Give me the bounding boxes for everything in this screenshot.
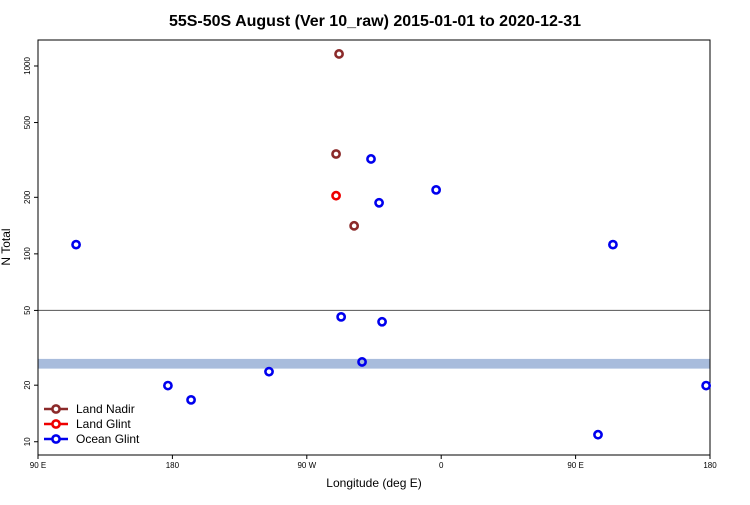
point (71, 239, 81, 250)
point (163, 380, 173, 391)
point (336, 311, 347, 322)
point (331, 149, 341, 159)
legend-label: Land Glint (76, 417, 131, 431)
point (374, 197, 384, 208)
point (334, 49, 344, 59)
plot-frame (37, 39, 711, 456)
x-tick-label: 90 W (297, 461, 316, 470)
point (701, 380, 712, 391)
point (186, 394, 196, 405)
legend-marker (51, 419, 61, 429)
x-tick-label: 0 (439, 461, 444, 470)
legend-label: Land Nadir (76, 402, 135, 416)
x-axis-label: Longitude (deg E) (326, 476, 421, 490)
y-tick-label: 200 (23, 190, 32, 204)
point (608, 239, 618, 250)
y-tick-label: 500 (23, 115, 32, 129)
x-tick-label: 180 (166, 461, 180, 470)
x-tick-label: 90 E (30, 461, 46, 470)
point (431, 184, 442, 195)
legend-marker (51, 404, 61, 414)
chart-title: 55S-50S August (Ver 10_raw) 2015-01-01 t… (169, 13, 581, 30)
y-axis-label: N Total (0, 228, 13, 265)
point (593, 429, 603, 440)
point (264, 366, 274, 377)
x-tick-label: 90 E (567, 461, 583, 470)
band (38, 358, 710, 369)
point (357, 357, 367, 367)
point (377, 316, 387, 327)
legend-marker (51, 434, 61, 444)
y-tick-label: 10 (23, 437, 32, 446)
point (331, 190, 341, 201)
y-tick-label: 100 (23, 247, 32, 261)
y-tick-label: 20 (23, 380, 32, 389)
point (349, 220, 360, 231)
y-tick-label: 1000 (23, 57, 32, 75)
legend-label: Ocean Glint (76, 432, 140, 446)
point (366, 154, 376, 164)
x-tick-label: 180 (703, 461, 717, 470)
y-tick-label: 50 (23, 305, 32, 314)
